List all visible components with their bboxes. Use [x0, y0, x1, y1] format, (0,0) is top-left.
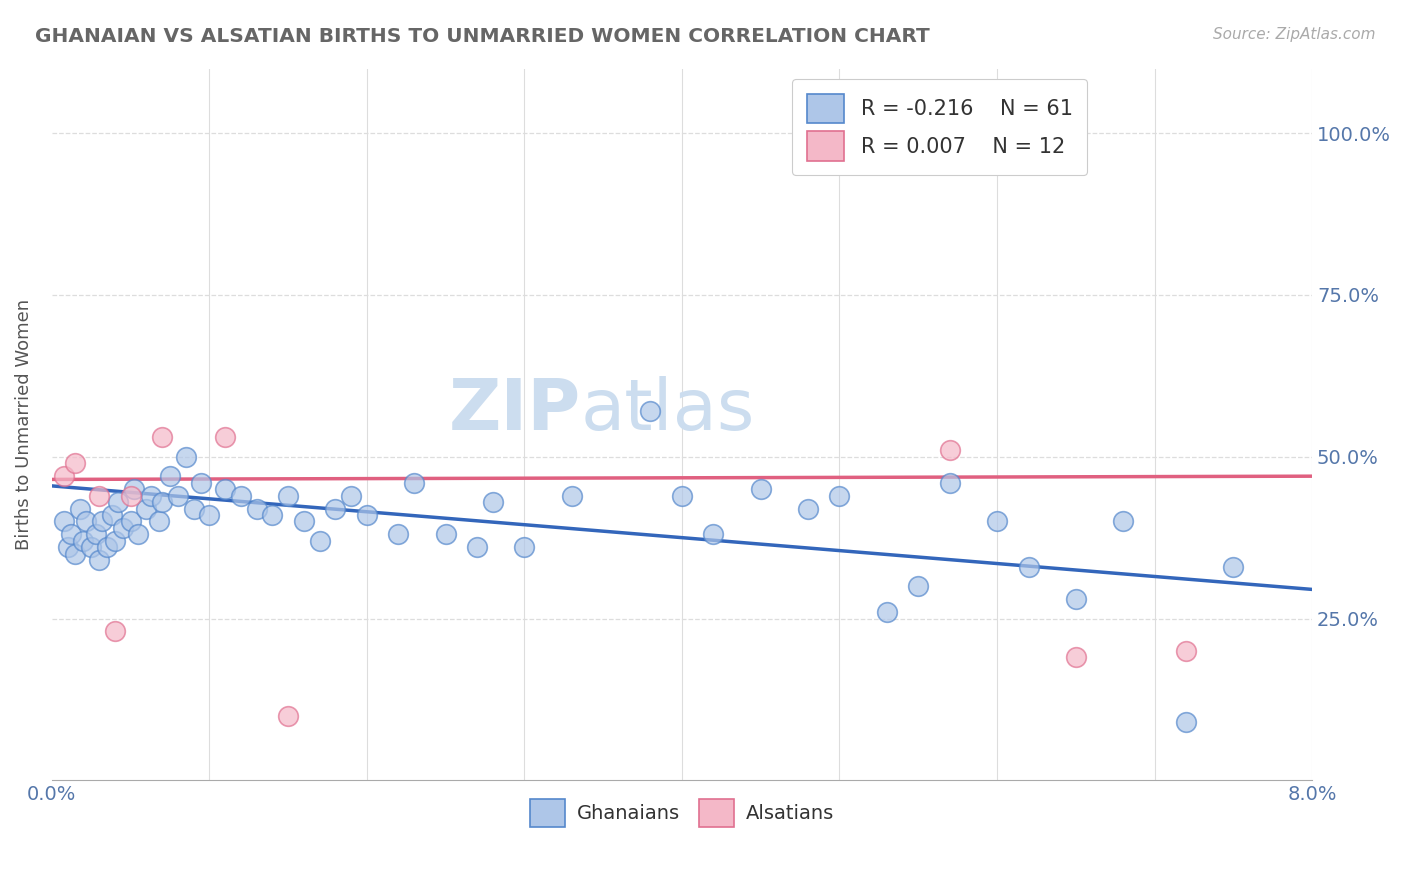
Point — [91, 515, 114, 529]
Point — [702, 527, 724, 541]
Point — [69, 501, 91, 516]
Point — [1112, 515, 1135, 529]
Point — [404, 475, 426, 490]
Point — [277, 708, 299, 723]
Point — [166, 489, 188, 503]
Point — [150, 495, 173, 509]
Point — [190, 475, 212, 490]
Point — [159, 469, 181, 483]
Point — [107, 495, 129, 509]
Point — [65, 456, 87, 470]
Point — [104, 624, 127, 639]
Point — [797, 501, 820, 516]
Point — [308, 533, 330, 548]
Point — [325, 501, 347, 516]
Point — [340, 489, 363, 503]
Point — [214, 430, 236, 444]
Point — [150, 430, 173, 444]
Point — [387, 527, 409, 541]
Point — [844, 142, 866, 156]
Legend: Ghanaians, Alsatians: Ghanaians, Alsatians — [522, 791, 842, 835]
Point — [749, 482, 772, 496]
Point — [148, 515, 170, 529]
Point — [986, 515, 1008, 529]
Point — [465, 541, 488, 555]
Point — [828, 489, 851, 503]
Point — [1175, 714, 1198, 729]
Point — [214, 482, 236, 496]
Point — [513, 541, 536, 555]
Point — [198, 508, 221, 522]
Point — [561, 489, 583, 503]
Point — [1064, 650, 1087, 665]
Point — [1222, 559, 1244, 574]
Point — [262, 508, 284, 522]
Point — [1064, 592, 1087, 607]
Point — [87, 553, 110, 567]
Point — [292, 515, 315, 529]
Point — [939, 443, 962, 458]
Point — [104, 533, 127, 548]
Point — [120, 489, 142, 503]
Point — [96, 541, 118, 555]
Point — [434, 527, 457, 541]
Point — [174, 450, 197, 464]
Point — [135, 501, 157, 516]
Point — [80, 541, 103, 555]
Point — [183, 501, 205, 516]
Point — [139, 489, 162, 503]
Text: atlas: atlas — [581, 376, 755, 445]
Point — [100, 508, 122, 522]
Point — [939, 475, 962, 490]
Point — [482, 495, 505, 509]
Point — [907, 579, 929, 593]
Point — [122, 482, 145, 496]
Point — [876, 605, 898, 619]
Point — [84, 527, 107, 541]
Point — [120, 515, 142, 529]
Point — [65, 547, 87, 561]
Text: GHANAIAN VS ALSATIAN BIRTHS TO UNMARRIED WOMEN CORRELATION CHART: GHANAIAN VS ALSATIAN BIRTHS TO UNMARRIED… — [35, 27, 929, 45]
Text: Source: ZipAtlas.com: Source: ZipAtlas.com — [1212, 27, 1375, 42]
Point — [640, 404, 662, 418]
Point — [127, 527, 149, 541]
Point — [277, 489, 299, 503]
Point — [59, 527, 82, 541]
Point — [229, 489, 252, 503]
Point — [1175, 644, 1198, 658]
Y-axis label: Births to Unmarried Women: Births to Unmarried Women — [15, 299, 32, 550]
Point — [671, 489, 693, 503]
Point — [1018, 559, 1040, 574]
Point — [56, 541, 79, 555]
Point — [87, 489, 110, 503]
Point — [111, 521, 134, 535]
Text: ZIP: ZIP — [449, 376, 581, 445]
Point — [356, 508, 378, 522]
Point — [72, 533, 94, 548]
Point — [75, 515, 97, 529]
Point — [245, 501, 267, 516]
Point — [53, 515, 76, 529]
Point — [53, 469, 76, 483]
